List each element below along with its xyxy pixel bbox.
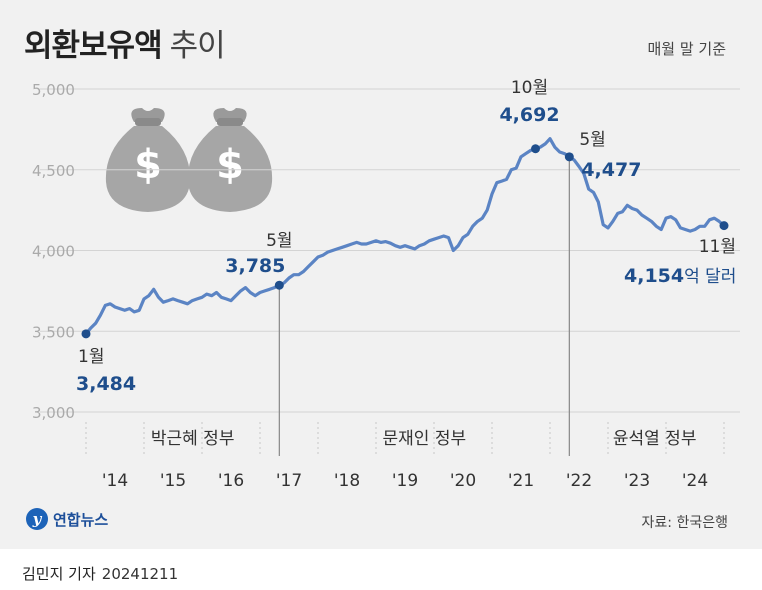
x-tick-label: '23 [624,471,650,491]
logo-text: 연합뉴스 [53,510,109,529]
svg-text:$: $ [216,142,244,188]
point-value-label: 3,484 [76,373,136,395]
x-tick-label: '24 [682,471,708,491]
yonhap-logo-icon: y [26,508,48,530]
x-tick-label: '20 [450,471,476,491]
data-point-marker [564,152,574,162]
x-tick-label: '14 [102,471,128,491]
x-tick-label: '15 [160,471,186,491]
unit-label: 억 달러 [684,267,736,287]
series-line [84,137,726,335]
point-value-label: 4,477 [581,159,641,181]
point-value-label: 3,785 [225,255,285,277]
point-month-label: 1월 [78,347,104,367]
period-label: 윤석열 정부 [613,429,697,449]
period-label: 문재인 정부 [383,429,467,449]
title-suffix: 추이 [169,28,226,64]
point-month-label: 5월 [266,231,292,251]
chart-panel [0,0,762,549]
x-tick-label: '19 [392,471,418,491]
point-month-label: 10월 [511,78,548,98]
x-tick-label: '18 [334,471,360,491]
x-tick-label: '22 [566,471,592,491]
chart-svg: $ $ 3,000 3,500 4,000 4,500 5,000 박근혜 정부 문재인 … [32,78,740,491]
data-point-marker [81,329,91,339]
point-value-label: 4,692 [499,104,559,126]
point-value-label: 4,154억 달러 [624,265,736,287]
y-tick-label: 4,000 [32,243,75,261]
yonhap-logo: y 연합뉴스 [26,508,108,530]
x-tick-label: '21 [508,471,534,491]
chart-title: 외환보유액 추이 [24,20,226,65]
point-month-label: 5월 [579,130,605,150]
y-tick-label: 4,500 [32,162,75,180]
credit: 김민지 기자 20241211 [22,563,178,584]
basis-note: 매월 말 기준 [647,40,726,58]
point-month-label: 11월 [699,237,736,257]
data-point-marker [274,280,284,290]
x-tick-label: '16 [218,471,244,491]
money-bag-icon: $ $ [105,108,273,212]
title-main: 외환보유액 [24,28,163,64]
y-tick-label: 5,000 [32,81,75,99]
period-label: 박근혜 정부 [151,429,235,449]
data-point-marker [531,144,540,154]
y-tick-label: 3,500 [32,323,75,341]
svg-text:$: $ [134,142,162,188]
author: 김민지 기자 [22,565,96,583]
y-tick-label: 3,000 [32,404,75,422]
source-note: 자료: 한국은행 [641,515,728,531]
x-tick-label: '17 [276,471,302,491]
publish-date: 20241211 [101,565,179,583]
data-point-marker [719,221,729,231]
